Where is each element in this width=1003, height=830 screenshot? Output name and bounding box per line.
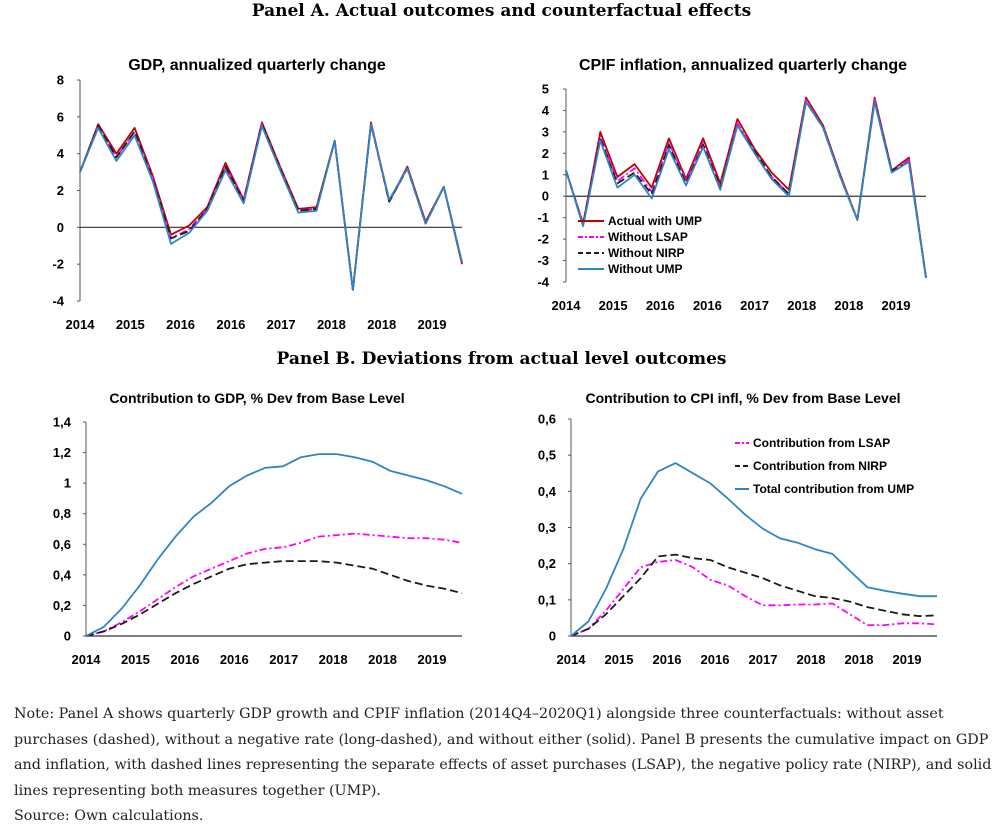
y-tick-label: 0,3 [538, 520, 556, 535]
x-tick-label: 2018 [797, 652, 826, 667]
x-tick-label: 2016 [220, 652, 249, 667]
legend-label-nirp: Without NIRP [608, 246, 685, 260]
source-text: Source: Own calculations. [14, 808, 204, 824]
x-tick-label: 2018 [787, 298, 816, 313]
note-text: Note: Panel A shows quarterly GDP growth… [14, 706, 992, 799]
x-tick-label: 2016 [693, 298, 722, 313]
y-tick-label: 0 [64, 629, 71, 644]
y-tick-label: 0,5 [538, 448, 556, 463]
gdp-series-ump [79, 123, 463, 291]
y-tick-label: 0,4 [53, 567, 72, 582]
y-tick-label: 0,4 [538, 484, 557, 499]
y-tick-label: 0,8 [53, 506, 71, 521]
y-tick-label: -2 [537, 232, 549, 247]
y-tick-label: 1,2 [53, 445, 71, 460]
cpif-chart-title: CPIF inflation, annualized quarterly cha… [579, 57, 907, 74]
x-tick-label: 2016 [701, 652, 730, 667]
x-tick-label: 2019 [893, 652, 922, 667]
gdp-chart-title: GDP, annualized quarterly change [128, 57, 386, 74]
y-tick-label: -3 [537, 253, 549, 268]
y-tick-label: 1,4 [53, 415, 72, 430]
y-tick-label: 0 [57, 220, 64, 235]
cpi_dev-series-nirp [570, 553, 938, 637]
x-tick-label: 2017 [267, 317, 296, 332]
y-tick-label: -1 [537, 210, 549, 225]
legend-label-lsap: Without LSAP [608, 230, 688, 244]
y-tick-label: 0,2 [53, 598, 71, 613]
x-tick-label: 2018 [368, 652, 397, 667]
gdp_dev-series-nirp [85, 560, 463, 637]
legend-label-actual: Actual with UMP [608, 214, 702, 228]
y-tick-label: 1 [64, 476, 71, 491]
x-tick-label: 2016 [216, 317, 245, 332]
y-tick-label: 2 [57, 183, 64, 198]
y-tick-label: 2 [542, 146, 549, 161]
y-tick-label: 0,6 [538, 412, 556, 427]
x-tick-label: 2018 [834, 298, 863, 313]
x-tick-label: 2017 [269, 652, 298, 667]
cpi_dev-series-lsap [570, 559, 938, 637]
y-tick-label: -2 [52, 257, 64, 272]
y-tick-label: 0 [542, 189, 549, 204]
cpi_dev-series-ump [570, 462, 937, 637]
x-tick-label: 2018 [317, 317, 346, 332]
x-tick-label: 2019 [418, 317, 447, 332]
x-tick-label: 2018 [845, 652, 874, 667]
x-tick-label: 2018 [319, 652, 348, 667]
legend-label-ump: Total contribution from UMP [753, 482, 914, 496]
x-tick-label: 2017 [749, 652, 778, 667]
x-tick-label: 2015 [599, 298, 628, 313]
x-tick-label: 2014 [552, 298, 582, 313]
x-tick-label: 2018 [367, 317, 396, 332]
cpif-series-ump [565, 101, 927, 278]
panel-a-title: Panel A. Actual outcomes and counterfact… [251, 1, 752, 21]
y-tick-label: 5 [542, 82, 549, 97]
gdp_dev-series-ump [85, 453, 463, 637]
legend-label-ump: Without UMP [608, 262, 683, 276]
x-tick-label: 2014 [557, 652, 587, 667]
y-tick-label: 3 [542, 124, 549, 139]
gdp_dev-series-lsap [85, 532, 463, 637]
x-tick-label: 2015 [116, 317, 145, 332]
y-tick-label: 4 [57, 146, 65, 161]
x-tick-label: 2014 [66, 317, 96, 332]
x-tick-label: 2016 [653, 652, 682, 667]
figure-note: Note: Panel A shows quarterly GDP growth… [14, 702, 994, 830]
y-tick-label: 1 [542, 167, 549, 182]
x-tick-label: 2017 [740, 298, 769, 313]
x-tick-label: 2016 [166, 317, 195, 332]
x-tick-label: 2014 [72, 652, 102, 667]
x-tick-label: 2019 [418, 652, 447, 667]
cpif-legend: Actual with UMP Without LSAP Without NIRP W… [578, 214, 702, 276]
x-tick-label: 2019 [882, 298, 911, 313]
x-tick-label: 2016 [646, 298, 675, 313]
legend-label-nirp: Contribution from NIRP [753, 459, 887, 473]
y-tick-label: 4 [542, 103, 550, 118]
x-tick-label: 2015 [605, 652, 634, 667]
panel-b-title: Panel B. Deviations from actual level ou… [276, 349, 727, 369]
y-tick-label: 0,2 [538, 556, 556, 571]
cpi_dev-legend: Contribution from LSAP Contribution from … [735, 436, 914, 496]
y-tick-label: 0,6 [53, 537, 71, 552]
y-tick-label: -4 [52, 294, 64, 309]
x-tick-label: 2015 [121, 652, 150, 667]
legend-label-lsap: Contribution from LSAP [753, 436, 890, 450]
gdp-deviation-chart-title: Contribution to GDP, % Dev from Base Lev… [109, 390, 404, 406]
y-tick-label: 0,1 [538, 592, 556, 607]
cpi-deviation-chart-title: Contribution to CPI infl, % Dev from Bas… [585, 390, 900, 406]
y-tick-label: -4 [537, 275, 549, 290]
y-tick-label: 8 [57, 73, 64, 88]
y-tick-label: 0 [549, 629, 556, 644]
x-tick-label: 2016 [170, 652, 199, 667]
y-tick-label: 6 [57, 109, 64, 124]
